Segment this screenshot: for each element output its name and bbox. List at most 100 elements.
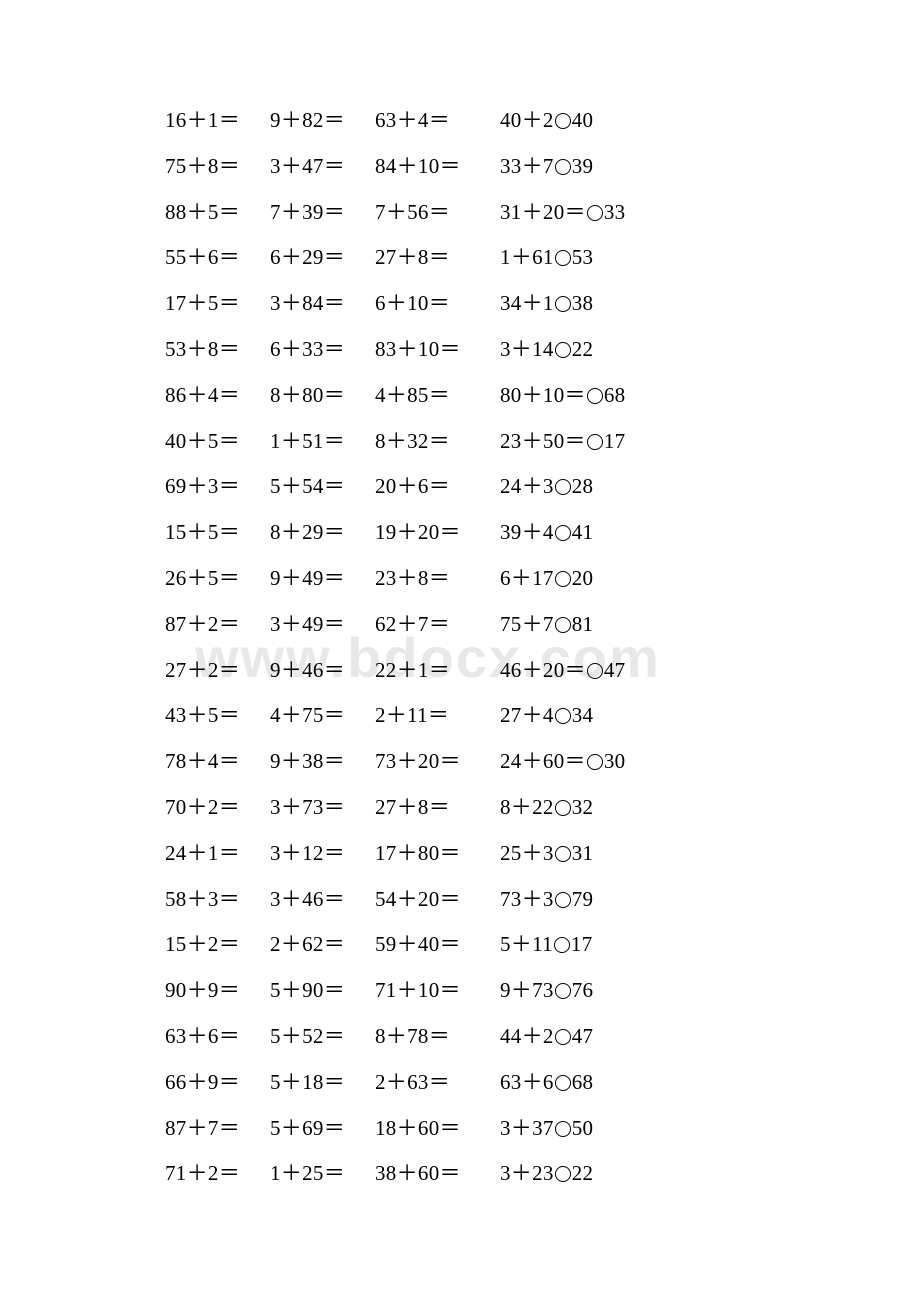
comparison-cell: 63＋668: [500, 1072, 593, 1093]
comparison-cell: 44＋247: [500, 1026, 593, 1047]
comparison-circle-icon: [587, 663, 603, 679]
comparison-right: 31: [572, 841, 594, 865]
problem-cell-2: 3＋46＝: [270, 889, 375, 910]
problem-cell-1: 70＋2＝: [165, 797, 270, 818]
problem-cell-3: 59＋40＝: [375, 934, 500, 955]
worksheet-row: 88＋5＝7＋39＝7＋56＝31＋20＝33: [165, 202, 920, 223]
problem-cell-2: 3＋12＝: [270, 843, 375, 864]
worksheet-row: 70＋2＝3＋73＝27＋8＝8＋2232: [165, 797, 920, 818]
comparison-left: 46＋20＝: [500, 658, 586, 682]
problem-cell-2: 9＋46＝: [270, 660, 375, 681]
worksheet-content: 16＋1＝9＋82＝63＋4＝40＋240 75＋8＝3＋47＝84＋10＝33＋…: [0, 0, 920, 1184]
problem-cell-2: 8＋80＝: [270, 385, 375, 406]
comparison-left: 5＋11: [500, 932, 553, 956]
comparison-right: 34: [572, 703, 594, 727]
comparison-cell: 3＋3750: [500, 1118, 593, 1139]
worksheet-row: 90＋9＝5＋90＝71＋10＝9＋7376: [165, 980, 920, 1001]
problem-cell-2: 8＋29＝: [270, 522, 375, 543]
worksheet-row: 75＋8＝3＋47＝84＋10＝33＋739: [165, 156, 920, 177]
problem-cell-3: 84＋10＝: [375, 156, 500, 177]
comparison-cell: 80＋10＝68: [500, 385, 625, 406]
comparison-cell: 75＋781: [500, 614, 593, 635]
comparison-cell: 23＋50＝17: [500, 431, 625, 452]
comparison-cell: 27＋434: [500, 705, 593, 726]
worksheet-row: 87＋2＝3＋49＝62＋7＝75＋781: [165, 614, 920, 635]
comparison-circle-icon: [555, 250, 571, 266]
problem-cell-2: 5＋69＝: [270, 1118, 375, 1139]
problem-cell-2: 1＋51＝: [270, 431, 375, 452]
worksheet-row: 15＋5＝8＋29＝19＋20＝39＋441: [165, 522, 920, 543]
problem-cell-1: 27＋2＝: [165, 660, 270, 681]
problem-cell-2: 3＋84＝: [270, 293, 375, 314]
comparison-left: 9＋73: [500, 978, 554, 1002]
problem-cell-3: 17＋80＝: [375, 843, 500, 864]
problem-cell-2: 5＋90＝: [270, 980, 375, 1001]
problem-cell-3: 8＋78＝: [375, 1026, 500, 1047]
comparison-circle-icon: [555, 1166, 571, 1182]
problem-cell-3: 22＋1＝: [375, 660, 500, 681]
worksheet-row: 24＋1＝3＋12＝17＋80＝25＋331: [165, 843, 920, 864]
problem-cell-1: 69＋3＝: [165, 476, 270, 497]
comparison-circle-icon: [587, 754, 603, 770]
comparison-cell: 24＋3 28: [500, 476, 593, 497]
comparison-left: 3＋23: [500, 1161, 554, 1185]
worksheet-row: 63＋6＝5＋52＝8＋78＝44＋247: [165, 1026, 920, 1047]
problem-cell-2: 9＋38＝: [270, 751, 375, 772]
comparison-circle-icon: [555, 1029, 571, 1045]
comparison-right: 32: [572, 795, 594, 819]
problem-cell-3: 71＋10＝: [375, 980, 500, 1001]
worksheet-row: 27＋2＝9＋46＝22＋1＝46＋20＝47: [165, 660, 920, 681]
worksheet-row: 40＋5＝1＋51＝8＋32＝23＋50＝17: [165, 431, 920, 452]
comparison-left: 3＋14: [500, 337, 554, 361]
comparison-cell: 9＋7376: [500, 980, 593, 1001]
comparison-cell: 1＋6153: [500, 247, 593, 268]
problem-cell-3: 23＋8＝: [375, 568, 500, 589]
problem-cell-3: 8＋32＝: [375, 431, 500, 452]
problem-cell-3: 63＋4＝: [375, 110, 500, 131]
problem-cell-3: 27＋8＝: [375, 797, 500, 818]
comparison-left: 24＋60＝: [500, 749, 586, 773]
comparison-circle-icon: [554, 937, 570, 953]
comparison-cell: 73＋3 79: [500, 889, 593, 910]
problem-cell-1: 17＋5＝: [165, 293, 270, 314]
problem-cell-2: 5＋18＝: [270, 1072, 375, 1093]
comparison-circle-icon: [555, 296, 571, 312]
problem-cell-1: 71＋2＝: [165, 1163, 270, 1184]
problem-cell-1: 87＋7＝: [165, 1118, 270, 1139]
comparison-cell: 33＋739: [500, 156, 593, 177]
comparison-left: 63＋6: [500, 1070, 554, 1094]
problem-cell-1: 58＋3＝: [165, 889, 270, 910]
comparison-cell: 3＋2322: [500, 1163, 593, 1184]
problem-cell-2: 9＋82＝: [270, 110, 375, 131]
problem-cell-3: 38＋60＝: [375, 1163, 500, 1184]
comparison-left: 24＋3: [500, 474, 554, 498]
worksheet-row: 16＋1＝9＋82＝63＋4＝40＋240: [165, 110, 920, 131]
comparison-circle-icon: [555, 617, 571, 633]
worksheet-row: 71＋2＝1＋25＝38＋60＝3＋2322: [165, 1163, 920, 1184]
problem-cell-1: 16＋1＝: [165, 110, 270, 131]
problem-cell-3: 7＋56＝: [375, 202, 500, 223]
problem-cell-3: 27＋8＝: [375, 247, 500, 268]
comparison-circle-icon: [587, 388, 603, 404]
problem-cell-2: 3＋49＝: [270, 614, 375, 635]
problem-cell-1: 63＋6＝: [165, 1026, 270, 1047]
comparison-right: 28: [572, 474, 594, 498]
comparison-left: 25＋3: [500, 841, 554, 865]
comparison-left: 31＋20＝: [500, 200, 586, 224]
problem-cell-1: 55＋6＝: [165, 247, 270, 268]
comparison-left: 73＋3: [500, 887, 554, 911]
problem-cell-2: 9＋49＝: [270, 568, 375, 589]
comparison-circle-icon: [555, 571, 571, 587]
comparison-right: 22: [572, 337, 594, 361]
comparison-right: 41: [572, 520, 594, 544]
worksheet-row: 58＋3＝3＋46＝54＋20＝73＋379: [165, 889, 920, 910]
comparison-cell: 25＋3 31: [500, 843, 593, 864]
comparison-right: 50: [572, 1116, 594, 1140]
comparison-circle-icon: [555, 342, 571, 358]
comparison-left: 34＋1: [500, 291, 554, 315]
comparison-right: 38: [572, 291, 594, 315]
comparison-left: 80＋10＝: [500, 383, 586, 407]
problem-cell-3: 20＋6＝: [375, 476, 500, 497]
problem-cell-2: 2＋62＝: [270, 934, 375, 955]
comparison-right: 79: [572, 887, 594, 911]
